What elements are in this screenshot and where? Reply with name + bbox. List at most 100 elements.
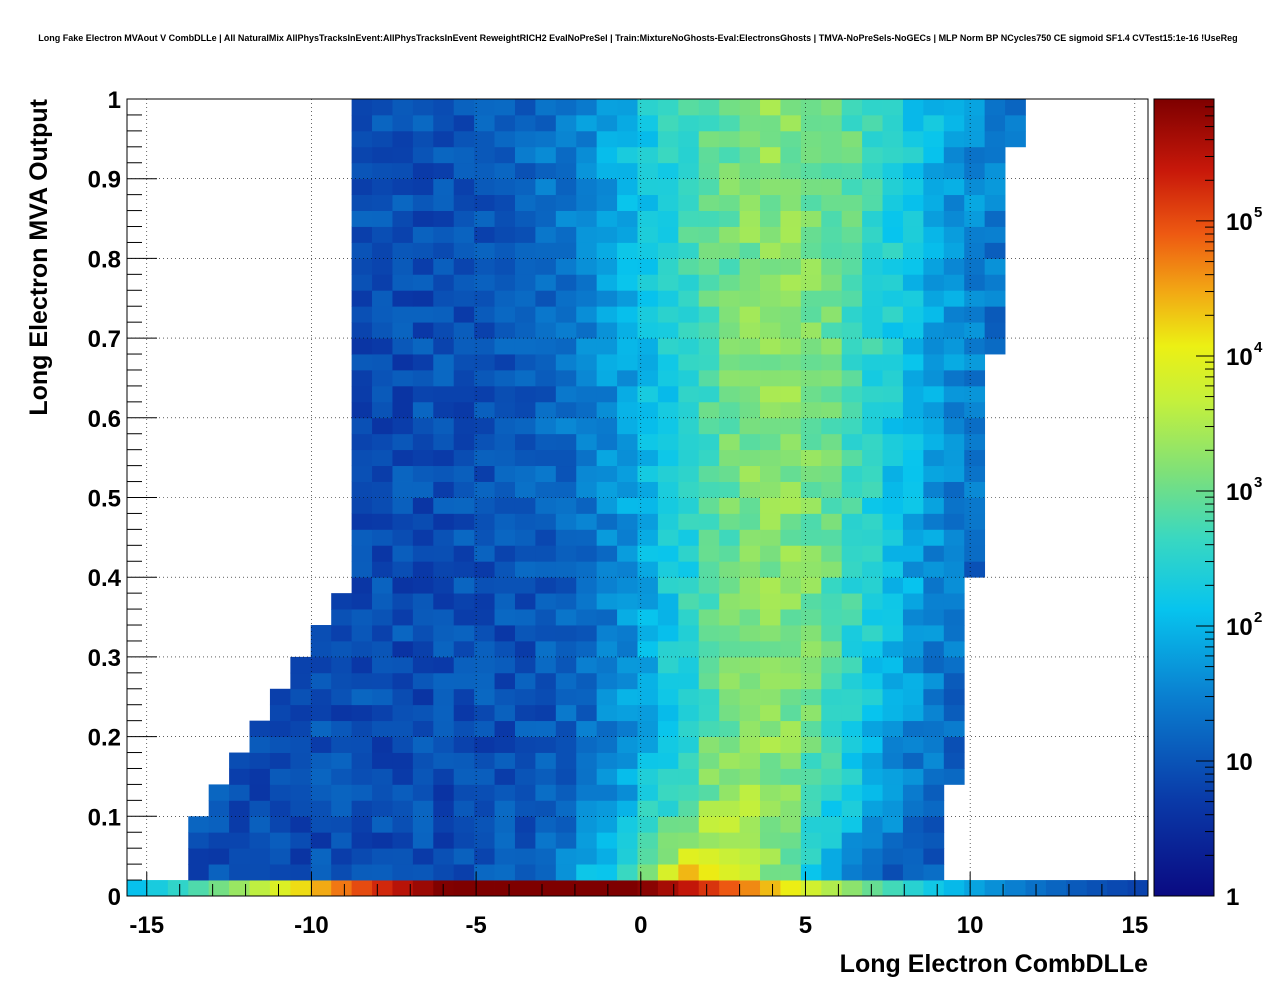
heatmap-cell <box>760 545 781 562</box>
heatmap-cell <box>800 433 822 451</box>
heatmap-cell <box>494 768 516 785</box>
heatmap-cell <box>698 593 720 610</box>
heatmap-cell <box>453 784 475 801</box>
heatmap-cell <box>269 768 291 785</box>
heatmap-cell <box>372 242 393 259</box>
heatmap-cell <box>453 609 475 626</box>
heatmap-cell <box>943 146 965 164</box>
heatmap-cell <box>555 114 577 132</box>
heatmap-cell <box>412 816 434 833</box>
heatmap-cell <box>964 369 986 387</box>
heatmap-cell <box>535 401 557 419</box>
heatmap-cell <box>514 656 536 674</box>
heatmap-cell <box>780 465 802 482</box>
heatmap-cell <box>678 752 700 769</box>
heatmap-cell <box>923 704 945 722</box>
heatmap-cell <box>821 513 843 530</box>
heatmap-cell <box>453 880 475 897</box>
heatmap-cell <box>617 162 638 180</box>
heatmap-cell <box>637 178 659 196</box>
heatmap-cell <box>555 194 577 211</box>
heatmap-cell <box>780 274 802 291</box>
heatmap-cell <box>433 736 455 753</box>
heatmap-cell <box>453 146 475 164</box>
heatmap-cell <box>576 401 598 419</box>
heatmap-cell <box>412 465 434 482</box>
heatmap-cell <box>841 162 863 180</box>
heatmap-cell <box>617 178 638 196</box>
heatmap-cell <box>800 672 822 690</box>
heatmap-cell <box>841 242 863 259</box>
heatmap-cell <box>494 609 516 626</box>
heatmap-cell <box>617 561 638 578</box>
heatmap-cell <box>555 401 577 419</box>
heatmap-cell <box>392 242 414 259</box>
heatmap-cell <box>678 290 700 307</box>
heatmap-cell <box>902 322 924 339</box>
heatmap-cell <box>372 864 393 881</box>
heatmap-cell <box>862 274 883 291</box>
heatmap-cell <box>862 385 883 403</box>
heatmap-cell <box>678 625 700 642</box>
heatmap-cell <box>372 210 393 227</box>
heatmap-cell <box>964 545 986 562</box>
heatmap-cell <box>535 800 557 817</box>
heatmap-cell <box>882 417 904 435</box>
heatmap-cell <box>474 162 495 180</box>
heatmap-cell <box>739 433 761 451</box>
heatmap-cell <box>474 274 495 291</box>
heatmap-cell <box>514 577 536 594</box>
heatmap-cell <box>841 593 863 610</box>
heatmap-cell <box>841 433 863 451</box>
heatmap-cell <box>841 736 863 753</box>
heatmap-cell <box>433 848 455 865</box>
heatmap-cell <box>596 130 618 148</box>
heatmap-cell <box>780 640 802 658</box>
heatmap-cell <box>474 433 495 451</box>
heatmap-cell <box>657 784 679 801</box>
heatmap-cell <box>943 640 965 658</box>
heatmap-cell <box>780 226 802 243</box>
heatmap-cell <box>514 290 536 307</box>
heatmap-cell <box>862 130 883 148</box>
heatmap-cell <box>576 306 598 323</box>
heatmap-cell <box>760 593 781 610</box>
heatmap-cell <box>535 880 557 897</box>
heatmap-cell <box>657 306 679 323</box>
heatmap-cell <box>719 561 740 578</box>
heatmap-cell <box>229 752 250 769</box>
heatmap-cell <box>862 258 883 275</box>
heatmap-cell <box>760 162 781 180</box>
heatmap-cell <box>433 529 455 546</box>
heatmap-cell <box>617 417 638 435</box>
heatmap-cell <box>739 720 761 737</box>
heatmap-cell <box>698 561 720 578</box>
heatmap-cell <box>290 704 312 722</box>
heatmap-cell <box>800 625 822 642</box>
heatmap-cell <box>392 688 414 706</box>
heatmap-cell <box>331 816 353 833</box>
heatmap-cell <box>412 640 434 658</box>
heatmap-cell <box>331 752 353 769</box>
heatmap-cell <box>943 369 965 387</box>
heatmap-cell <box>392 354 414 371</box>
heatmap-cell <box>821 688 843 706</box>
heatmap-cell <box>821 338 843 355</box>
heatmap-cell <box>882 736 904 753</box>
heatmap-cell <box>841 609 863 626</box>
heatmap-cell <box>576 338 598 355</box>
heatmap-cell <box>351 529 373 546</box>
heatmap-cell <box>902 114 924 132</box>
heatmap-cell <box>494 433 516 451</box>
heatmap-cell <box>514 864 536 881</box>
heatmap-cell <box>372 481 393 498</box>
heatmap-cell <box>637 99 659 116</box>
heatmap-cell <box>290 768 312 785</box>
heatmap-cell <box>862 322 883 339</box>
heatmap-cell <box>862 672 883 690</box>
heatmap-cell <box>698 481 720 498</box>
heatmap-cell <box>984 114 1006 132</box>
heatmap-cell <box>862 529 883 546</box>
heatmap-cell <box>678 640 700 658</box>
heatmap-cell <box>821 880 843 897</box>
